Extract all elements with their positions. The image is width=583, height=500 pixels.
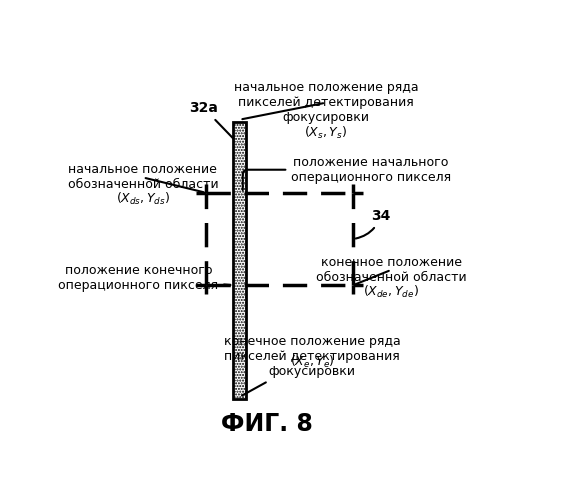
Text: 32a: 32a xyxy=(189,101,234,139)
Text: конечное положение
обозначенной области: конечное положение обозначенной области xyxy=(316,256,467,284)
Text: положение конечного
операционного пикселя: положение конечного операционного пиксел… xyxy=(58,264,230,291)
Text: $(X_{ds}, Y_{ds})$: $(X_{ds}, Y_{ds})$ xyxy=(116,192,170,208)
Text: конечное положение ряда
пикселей детектирования
фокусировки: конечное положение ряда пикселей детекти… xyxy=(224,336,401,396)
Text: ФИГ. 8: ФИГ. 8 xyxy=(221,412,313,436)
Bar xyxy=(233,122,246,399)
Text: $(X_{de}, Y_{de})$: $(X_{de}, Y_{de})$ xyxy=(363,284,419,300)
Text: начальное положение
обозначенной области: начальное положение обозначенной области xyxy=(68,164,218,192)
Text: положение начального
операционного пикселя: положение начального операционного пиксе… xyxy=(243,156,451,190)
Text: 34: 34 xyxy=(356,209,391,238)
Text: $(X_s, Y_s)$: $(X_s, Y_s)$ xyxy=(304,125,347,141)
Text: начальное положение ряда
пикселей детектирования
фокусировки: начальное положение ряда пикселей детект… xyxy=(234,81,418,124)
Bar xyxy=(233,122,246,399)
Text: $(X_e, Y_e)$: $(X_e, Y_e)$ xyxy=(290,354,335,370)
